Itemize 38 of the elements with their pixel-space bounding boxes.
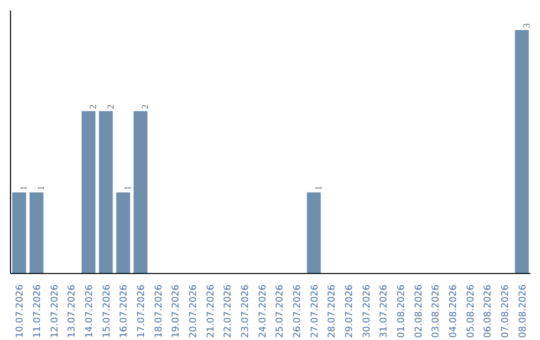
- x-tick-label: 23.07.2026: [240, 284, 251, 338]
- x-tick-label: 12.07.2026: [49, 284, 60, 338]
- x-tick-label: 02.08.2026: [413, 284, 424, 338]
- data-label: 1: [314, 185, 324, 190]
- x-tick-label: 14.07.2026: [84, 284, 95, 338]
- x-tick-label: 18.07.2026: [153, 284, 164, 338]
- x-tick-label: 10.07.2026: [14, 284, 26, 338]
- data-label: 2: [141, 104, 151, 110]
- x-tick-label: 07.08.2026: [500, 284, 511, 338]
- data-label: 1: [20, 185, 30, 190]
- data-label: 1: [124, 185, 134, 190]
- x-tick-label: 25.07.2026: [274, 284, 286, 338]
- x-tick-label: 11.07.2026: [32, 284, 43, 338]
- x-tick-label: 17.07.2026: [136, 284, 147, 338]
- x-tick-label: 05.08.2026: [465, 284, 476, 338]
- data-label: 3: [522, 22, 532, 28]
- x-tick-label: 01.08.2026: [396, 284, 407, 338]
- x-tick-label: 30.07.2026: [361, 284, 372, 338]
- data-label: 1: [37, 185, 47, 190]
- x-tick-label: 27.07.2026: [309, 284, 320, 338]
- x-tick-label: 28.07.2026: [326, 284, 338, 338]
- x-tick-label: 04.08.2026: [448, 284, 459, 338]
- x-tick-label: 06.08.2026: [482, 284, 494, 338]
- data-label: 2: [106, 104, 116, 110]
- x-tick-label: 22.07.2026: [222, 284, 234, 338]
- x-tick-label: 31.07.2026: [378, 284, 390, 338]
- x-tick-label: 13.07.2026: [66, 284, 78, 338]
- x-tick-label: 03.08.2026: [430, 284, 442, 338]
- x-tick-label: 15.07.2026: [101, 284, 112, 338]
- x-tick-label: 24.07.2026: [257, 284, 268, 338]
- x-tick-label: 08.08.2026: [517, 284, 528, 338]
- x-tick-label: 20.07.2026: [188, 284, 199, 338]
- x-tick-label: 29.07.2026: [344, 284, 355, 338]
- x-tick-label: 21.07.2026: [205, 284, 216, 338]
- x-tick-label: 16.07.2026: [118, 284, 130, 338]
- data-label: 2: [89, 104, 99, 110]
- x-tick-label: 19.07.2026: [170, 284, 182, 338]
- x-tick-label: 26.07.2026: [292, 284, 303, 338]
